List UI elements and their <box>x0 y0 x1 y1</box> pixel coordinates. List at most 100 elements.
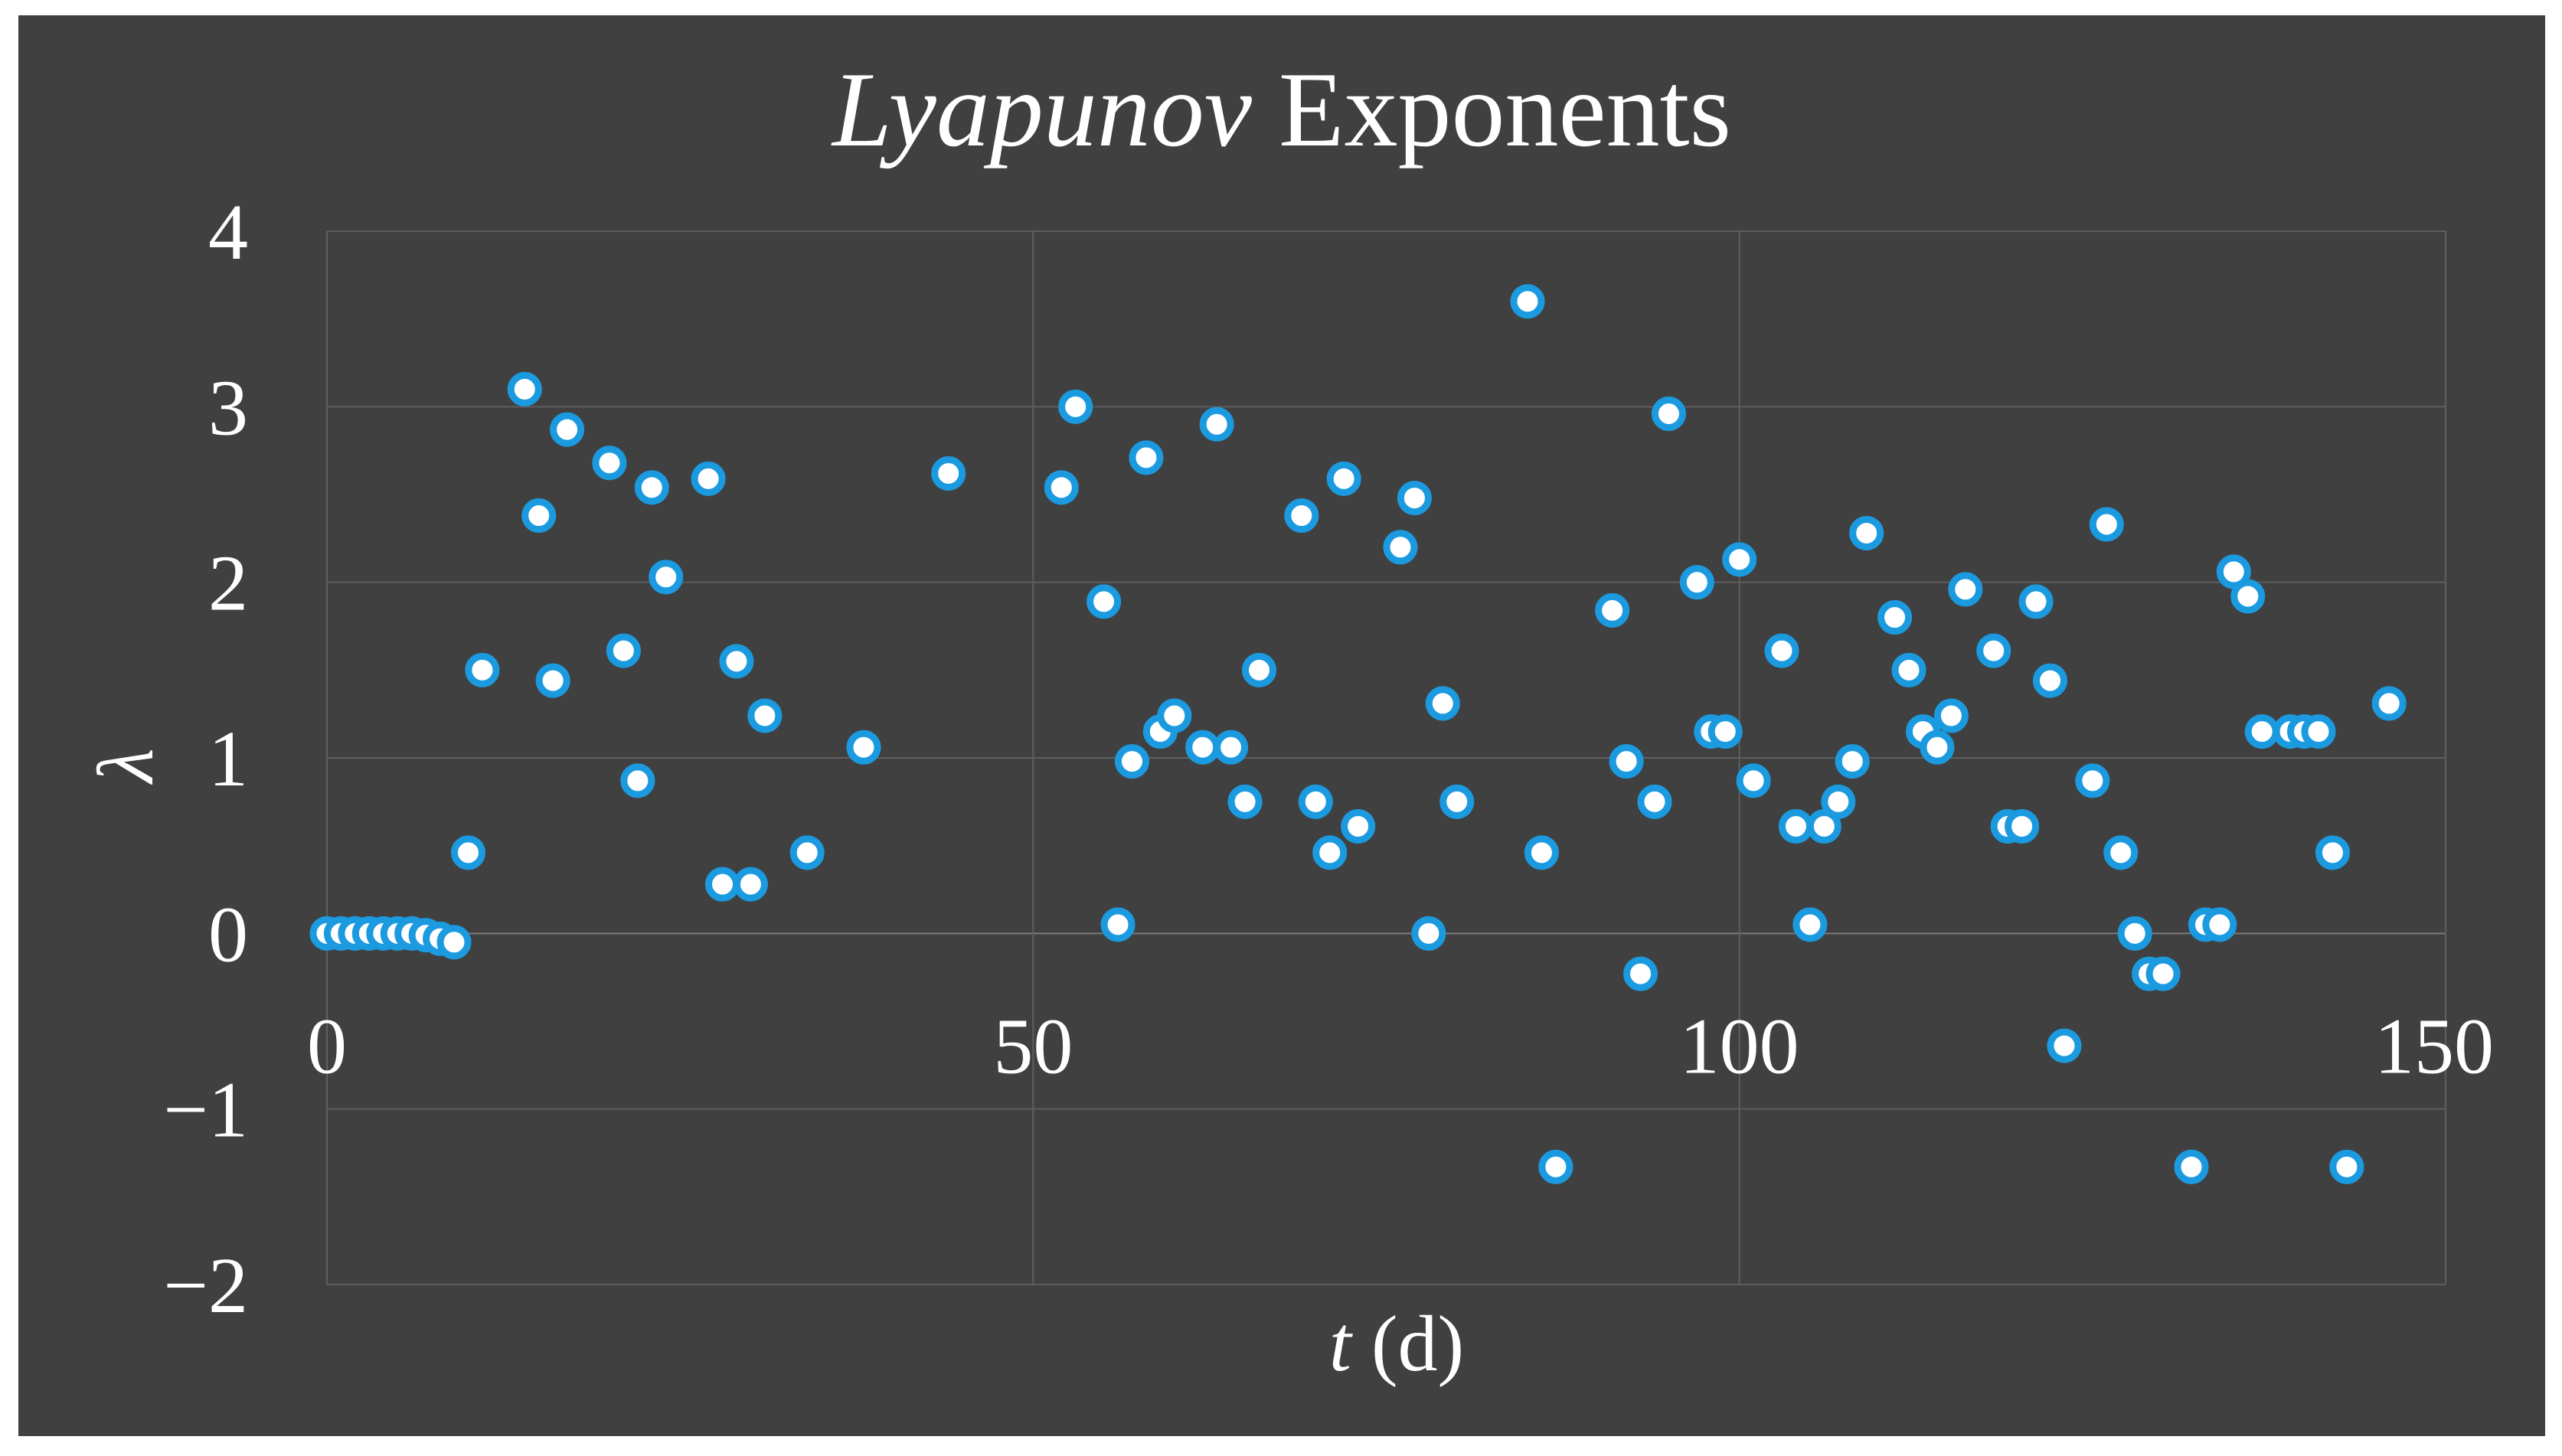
data-point <box>649 560 684 595</box>
data-point <box>846 730 881 765</box>
data-point <box>1058 389 1093 424</box>
data-point <box>1284 498 1319 534</box>
data-point <box>1849 515 1884 550</box>
data-point <box>507 371 542 406</box>
data-point <box>2005 808 2040 844</box>
data-point <box>2174 1149 2209 1184</box>
grid-layer <box>326 230 2446 1285</box>
data-point <box>535 663 570 698</box>
data-point <box>931 455 966 491</box>
chart-frame: 4 3 2 1 0 −1 −2 0 50 100 150 Lyapunov Exponents t … <box>18 15 2545 1436</box>
y-tick-label: −1 <box>163 1066 248 1154</box>
data-point <box>1948 572 1983 607</box>
data-point <box>747 698 783 733</box>
data-point <box>2032 663 2067 698</box>
data-point <box>2301 714 2336 749</box>
x-tick-label: 50 <box>993 1002 1073 1090</box>
data-point <box>2103 835 2139 870</box>
data-point <box>2371 686 2407 721</box>
data-point <box>550 412 585 447</box>
data-point <box>436 925 472 960</box>
tick-labels: 4 3 2 1 0 −1 −2 0 50 100 150 <box>163 188 2494 1330</box>
data-point <box>1100 907 1136 942</box>
data-point <box>1609 744 1644 779</box>
data-point <box>606 633 641 668</box>
data-point <box>1524 835 1559 870</box>
data-point <box>465 652 500 687</box>
data-point <box>1439 784 1475 819</box>
data-point <box>1044 470 1079 505</box>
data-point <box>1792 907 1828 942</box>
data-point <box>2230 579 2266 614</box>
data-point <box>1341 808 1376 844</box>
data-point <box>1920 730 1955 765</box>
data-point <box>521 498 557 534</box>
data-point <box>705 867 740 902</box>
x-tick-label: 150 <box>2374 1002 2494 1090</box>
data-point <box>592 446 627 481</box>
data-point <box>450 835 485 870</box>
data-point <box>634 470 669 505</box>
data-point <box>789 835 825 870</box>
data-point <box>1778 808 1813 844</box>
data-point <box>1595 593 1630 628</box>
data-point <box>1722 542 1757 577</box>
data-point <box>1806 808 1841 844</box>
data-point <box>1326 461 1361 496</box>
data-point <box>2315 835 2350 870</box>
data-points <box>309 284 2407 1184</box>
data-point <box>1651 397 1686 432</box>
data-point <box>2075 763 2110 798</box>
data-point <box>2117 916 2152 951</box>
data-point <box>1679 565 1714 600</box>
data-point <box>733 867 768 902</box>
y-tick-label: 2 <box>208 540 248 628</box>
data-point <box>2047 1028 2082 1063</box>
data-point <box>1185 730 1221 765</box>
data-point <box>1764 633 1799 668</box>
y-axis-label: λ <box>82 748 170 785</box>
scatter-chart: 4 3 2 1 0 −1 −2 0 50 100 150 Lyapunov Exponents t … <box>82 51 2494 1388</box>
data-point <box>1877 600 1913 635</box>
data-point <box>1891 652 1926 687</box>
data-point <box>1411 916 1446 951</box>
data-point <box>2244 714 2279 749</box>
data-point <box>1707 714 1743 749</box>
data-point <box>1538 1149 1573 1184</box>
data-point <box>2329 1149 2364 1184</box>
data-point <box>1976 633 2011 668</box>
data-point <box>719 644 754 679</box>
data-point <box>1383 530 1418 565</box>
y-tick-label: −2 <box>163 1242 248 1330</box>
data-point <box>2202 907 2237 942</box>
data-point <box>1298 784 1333 819</box>
x-tick-label: 100 <box>1680 1002 1799 1090</box>
data-point <box>1157 698 1192 733</box>
y-tick-label: 0 <box>208 890 248 978</box>
data-point <box>1214 730 1249 765</box>
data-point <box>2216 554 2251 589</box>
data-point <box>1736 763 1771 798</box>
data-point <box>620 763 655 798</box>
data-point <box>1199 406 1234 442</box>
data-point <box>1114 744 1149 779</box>
data-point <box>1312 835 1348 870</box>
data-point <box>691 461 726 496</box>
data-point <box>1510 284 1545 319</box>
data-point <box>2145 956 2181 991</box>
data-point <box>1821 784 1856 819</box>
y-tick-label: 3 <box>208 364 248 452</box>
data-point <box>1227 784 1263 819</box>
x-axis-label: t (d) <box>1329 1300 1464 1388</box>
chart-title: Lyapunov Exponents <box>831 51 1731 169</box>
data-point <box>1087 584 1122 619</box>
data-point <box>1241 652 1276 687</box>
data-point <box>1397 481 1432 516</box>
y-tick-label: 1 <box>208 715 248 803</box>
data-point <box>1933 698 1969 733</box>
data-point <box>1835 744 1870 779</box>
data-point <box>1623 956 1658 991</box>
data-point <box>2089 507 2124 542</box>
data-point <box>2018 584 2054 619</box>
x-tick-label: 0 <box>307 1002 347 1090</box>
